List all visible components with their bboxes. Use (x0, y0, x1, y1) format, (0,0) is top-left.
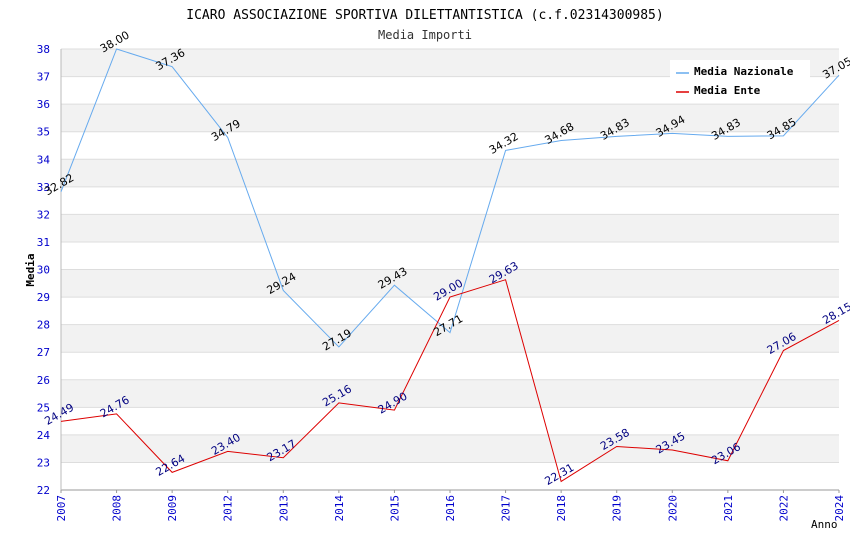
chart-subtitle: Media Importi (378, 28, 472, 42)
plot-band (61, 462, 839, 490)
y-tick-label: 33 (37, 181, 50, 194)
x-tick-label: 2014 (333, 495, 346, 522)
y-tick-label: 25 (37, 401, 50, 414)
x-tick-label: 2008 (111, 495, 124, 522)
y-tick-label: 22 (37, 484, 50, 497)
x-tick-label: 2009 (166, 495, 179, 522)
x-tick-label: 2022 (777, 495, 790, 522)
y-tick-label: 35 (37, 126, 50, 139)
series-line-media-ente (60, 279, 840, 483)
x-tick-label: 2015 (388, 495, 401, 522)
legend-label-media-nazionale: Media Nazionale (694, 65, 794, 78)
y-tick-label: 30 (37, 264, 50, 277)
gridlines (61, 48, 839, 491)
plot-bands (61, 49, 839, 490)
x-axis-label: Anno (811, 518, 838, 531)
y-tick-label: 23 (37, 456, 50, 469)
series-lines (60, 48, 840, 483)
y-tick-label: 31 (37, 236, 50, 249)
x-tick-label: 2012 (222, 495, 235, 522)
plot-band (61, 241, 839, 270)
y-tick-label: 38 (37, 43, 50, 56)
x-tick-label: 2016 (444, 495, 457, 522)
legend-box (670, 60, 810, 102)
x-tick-label: 2017 (500, 495, 513, 522)
plot-band (61, 324, 839, 353)
x-ticks: 2007 2008 2009 2012 2013 2014 2015 2016 2017 2018… (55, 490, 846, 522)
plot-band (61, 352, 839, 380)
y-ticks: 22 23 24 25 26 27 28 29 30 31 32 33 34 35 36 37 38 (37, 43, 51, 497)
y-tick-label: 26 (37, 374, 50, 387)
plot-band (61, 407, 839, 435)
plot-band (61, 379, 839, 408)
y-axis-label: Media (24, 253, 37, 286)
y-tick-label: 32 (37, 208, 50, 221)
x-tick-label: 2024 (833, 495, 846, 522)
legend: Media Nazionale Media Ente (670, 60, 810, 102)
legend-label-media-ente: Media Ente (694, 84, 761, 97)
y-tick-label: 29 (37, 291, 50, 304)
plot-band (61, 269, 839, 298)
y-tick-label: 24 (37, 429, 51, 442)
plot-band (61, 159, 839, 187)
chart-title: ICARO ASSOCIAZIONE SPORTIVA DILETTANTIST… (186, 8, 663, 23)
plot-band (61, 131, 839, 160)
series-line-media-nazionale (60, 48, 840, 348)
x-tick-label: 2021 (722, 495, 735, 522)
plot-band (61, 214, 839, 242)
y-tick-label: 28 (37, 319, 50, 332)
plot-band (61, 186, 839, 215)
x-tick-label: 2019 (611, 495, 624, 522)
plot-band (61, 297, 839, 325)
plot-band (61, 434, 839, 463)
y-tick-label: 36 (37, 98, 50, 111)
x-tick-label: 2013 (277, 495, 290, 522)
x-tick-label: 2020 (666, 495, 679, 522)
plot-band (61, 104, 839, 132)
x-tick-label: 2007 (55, 495, 68, 522)
y-tick-label: 27 (37, 346, 50, 359)
y-tick-label: 37 (37, 71, 50, 84)
x-tick-label: 2018 (555, 495, 568, 522)
y-tick-label: 34 (37, 153, 51, 166)
